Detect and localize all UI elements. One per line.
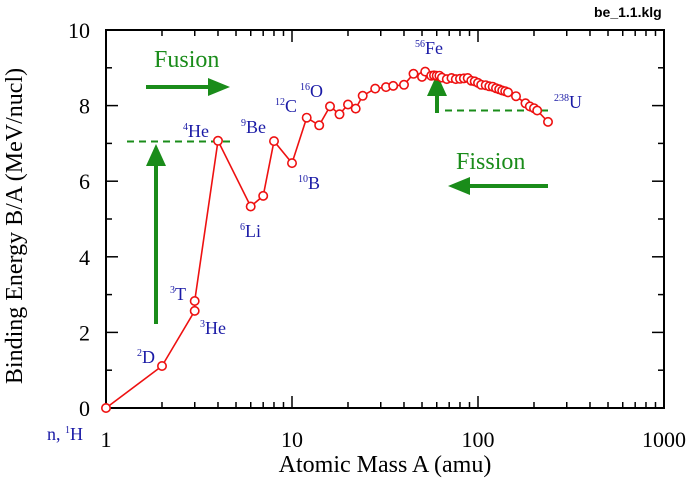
nuclide-text-3he: He xyxy=(205,318,226,338)
binding-energy-curve xyxy=(105,70,549,409)
nuclide-sup-3t: 3 xyxy=(170,285,175,296)
y-tick-label: 8 xyxy=(79,94,90,119)
data-point xyxy=(324,101,335,112)
nuclide-text-10b: B xyxy=(308,173,320,193)
data-point xyxy=(408,68,419,79)
y-tick-label: 2 xyxy=(79,320,90,345)
data-point xyxy=(370,83,381,94)
data-point xyxy=(314,120,325,131)
nuclide-text-n-1h: H xyxy=(70,424,83,444)
nuclide-sup-3he: 3 xyxy=(200,319,205,330)
nuclide-text-56fe: Fe xyxy=(425,38,443,58)
fusion-up-arrow xyxy=(146,144,166,324)
nuclide-text-16o: O xyxy=(310,81,323,101)
data-point xyxy=(542,116,553,127)
nuclide-sup-4he: 4 xyxy=(183,122,188,133)
nuclide-text-238u: U xyxy=(569,92,582,112)
y-tick-label: 4 xyxy=(79,245,90,270)
nuclide-sup-6li: 6 xyxy=(240,222,245,233)
data-point xyxy=(510,91,521,102)
nuclide-label-3t: 3T xyxy=(170,284,186,304)
data-point xyxy=(334,109,345,120)
x-tick-label: 10 xyxy=(281,427,303,452)
nuclide-label-3he: 3He xyxy=(200,318,226,338)
fission-label: Fission xyxy=(456,149,525,175)
data-point xyxy=(286,158,297,169)
fusion-right-arrow xyxy=(146,78,230,96)
nuclide-sup-238u: 238 xyxy=(554,93,569,104)
nuclide-text-2d: D xyxy=(142,347,155,367)
fission-left-arrow xyxy=(448,177,548,195)
nuclide-label-n-1h: n, 1H xyxy=(47,424,83,444)
nuclide-sup-n-1h: 1 xyxy=(65,425,70,436)
nuclide-sup-9be: 9 xyxy=(241,118,246,129)
data-point xyxy=(157,360,168,371)
y-tick-label: 0 xyxy=(79,396,90,421)
nuclide-prefix-n-1h: n, xyxy=(47,424,65,444)
nuclide-label-4he: 4He xyxy=(183,121,209,141)
x-tick-label: 1 xyxy=(101,427,112,452)
data-point xyxy=(502,87,513,98)
x-axis-title: Atomic Mass A (amu) xyxy=(279,452,492,478)
y-axis-tick-labels: 0 2 4 6 8 10 xyxy=(68,18,90,421)
data-points xyxy=(101,66,553,413)
nuclide-text-4he: He xyxy=(188,121,209,141)
nuclide-label-56fe: 56Fe xyxy=(415,38,443,58)
data-point xyxy=(101,402,112,413)
data-point xyxy=(268,136,279,147)
x-axis-tick-labels: 1 10 100 1000 xyxy=(101,427,687,452)
fusion-label: Fusion xyxy=(154,47,219,73)
nuclide-label-238u: 238U xyxy=(554,92,582,112)
y-tick-label: 10 xyxy=(68,18,90,43)
data-point xyxy=(301,112,312,123)
nuclide-label-12c: 12C xyxy=(275,96,297,116)
y-tick-label: 6 xyxy=(79,169,90,194)
nuclide-label-16o: 16O xyxy=(300,81,323,101)
y-axis-ticks xyxy=(106,29,664,409)
x-tick-label: 1000 xyxy=(642,427,686,452)
data-point xyxy=(213,135,224,146)
file-label: be_1.1.klg xyxy=(594,4,662,20)
data-point xyxy=(189,295,200,306)
x-axis-ticks xyxy=(105,30,657,408)
data-point xyxy=(258,190,269,201)
nuclide-text-6li: Li xyxy=(245,221,261,241)
nuclide-sup-2d: 2 xyxy=(137,348,142,359)
data-point xyxy=(189,305,200,316)
nuclide-text-3t: T xyxy=(175,284,186,304)
data-point xyxy=(350,103,361,114)
nuclide-sup-10b: 10 xyxy=(298,174,308,185)
data-point xyxy=(398,79,409,90)
nuclide-label-6li: 6Li xyxy=(240,221,261,241)
data-point xyxy=(245,201,256,212)
nuclide-label-2d: 2D xyxy=(137,347,155,367)
nuclide-label-9be: 9Be xyxy=(241,117,266,137)
data-point xyxy=(532,105,543,116)
data-point xyxy=(357,90,368,101)
fission-up-arrow xyxy=(427,74,447,113)
data-point xyxy=(342,99,353,110)
nuclide-sup-16o: 16 xyxy=(300,82,310,93)
nuclide-text-12c: C xyxy=(285,96,297,116)
y-axis-title: Binding Energy B/A (MeV/nucl) xyxy=(2,68,28,384)
nuclide-label-10b: 10B xyxy=(298,173,320,193)
nuclide-text-9be: Be xyxy=(246,117,266,137)
nuclide-sup-56fe: 56 xyxy=(415,39,425,50)
nuclide-sup-12c: 12 xyxy=(275,97,285,108)
data-point xyxy=(388,80,399,91)
x-tick-label: 100 xyxy=(462,427,495,452)
